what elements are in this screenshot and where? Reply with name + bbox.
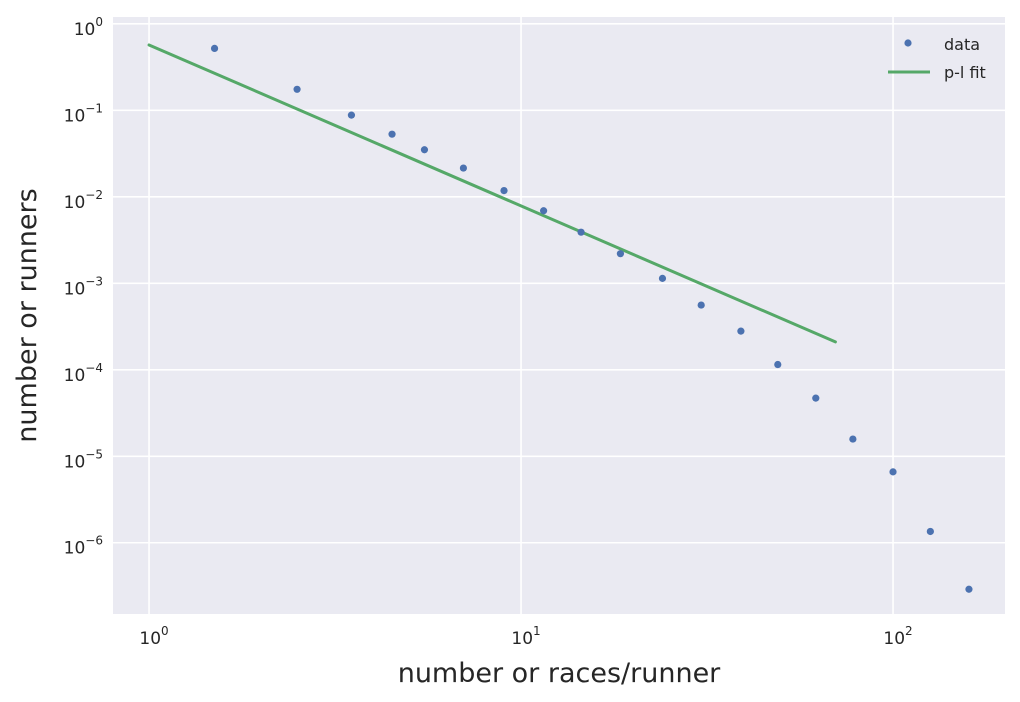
- y-tick-labels: 100 10−1 10−2 10−3 10−4 10−5 10−6: [64, 15, 103, 559]
- y-tick-label: 10−5: [64, 447, 103, 472]
- y-tick-label: 100: [74, 15, 103, 40]
- data-point: [500, 187, 508, 195]
- y-tick-label: 10−3: [64, 274, 103, 299]
- data-point: [658, 274, 667, 282]
- legend-marker-data: [904, 39, 912, 47]
- legend-label-data: data: [944, 35, 980, 54]
- data-point: [926, 527, 934, 536]
- x-axis-label: number or races/runner: [398, 658, 721, 689]
- data-point: [347, 111, 356, 119]
- data-point: [388, 130, 396, 138]
- x-tick-label: 102: [883, 624, 912, 649]
- data-point: [293, 85, 301, 93]
- x-tick-label: 101: [511, 624, 540, 649]
- grid: [113, 17, 1005, 614]
- data-point: [459, 164, 468, 172]
- plot-area: [113, 17, 1005, 614]
- data-point: [616, 250, 625, 258]
- data-point: [697, 301, 705, 309]
- fit-line: [147, 43, 837, 344]
- data-point: [774, 360, 782, 369]
- data-point: [577, 228, 585, 236]
- y-tick-label: 10−2: [64, 188, 103, 213]
- legend-label-fit: p-l fit: [944, 63, 986, 82]
- x-tick-labels: 100 101 102: [139, 624, 912, 649]
- data-point: [889, 468, 897, 476]
- data-point: [210, 44, 219, 53]
- data-point: [540, 207, 548, 215]
- y-tick-label: 10−4: [64, 361, 103, 386]
- y-tick-label: 10−1: [64, 101, 103, 126]
- fit-line-group: [147, 43, 837, 344]
- data-point: [812, 394, 820, 402]
- x-tick-label: 100: [139, 624, 168, 649]
- y-axis-label: number or runners: [12, 188, 43, 442]
- data-point: [849, 435, 857, 443]
- data-point: [965, 585, 973, 593]
- y-tick-label: 10−6: [64, 534, 103, 559]
- legend: data p-l fit: [888, 35, 986, 82]
- data-points-group: [210, 44, 973, 593]
- data-point: [737, 327, 745, 335]
- data-point: [420, 146, 429, 154]
